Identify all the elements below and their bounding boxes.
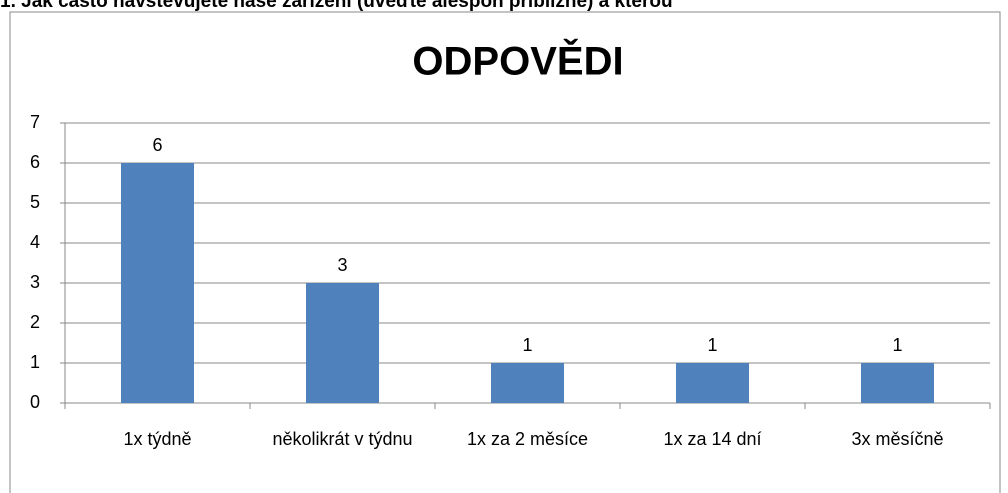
x-tick-label: 1x týdně [123,429,192,449]
y-tick-label: 2 [30,312,40,332]
y-tick-label: 6 [30,152,40,172]
y-tick-label: 1 [30,352,40,372]
chart-frame [9,11,1001,493]
bar [676,363,749,403]
data-label: 1 [892,335,902,355]
bar [491,363,564,403]
data-label: 3 [337,255,347,275]
y-tick-label: 0 [30,392,40,412]
data-label: 1 [707,335,717,355]
heading: 1. Jak často navštěvujete naše zařízení … [0,0,673,12]
data-label: 6 [152,135,162,155]
x-tick-label: několikrát v týdnu [272,429,413,449]
bar [121,163,194,403]
data-label: 1 [522,335,532,355]
bar [306,283,379,403]
bar [861,363,934,403]
y-tick-label: 3 [30,272,40,292]
x-tick-label: 1x za 14 dní [663,429,762,449]
chart-title: ODPOVĚDI [412,38,623,84]
x-tick-label: 3x měsíčně [851,429,944,449]
x-tick-label: 1x za 2 měsíce [466,429,589,449]
y-tick-label: 5 [30,192,40,212]
y-tick-label: 4 [30,232,40,252]
y-tick-label: 7 [30,112,40,132]
